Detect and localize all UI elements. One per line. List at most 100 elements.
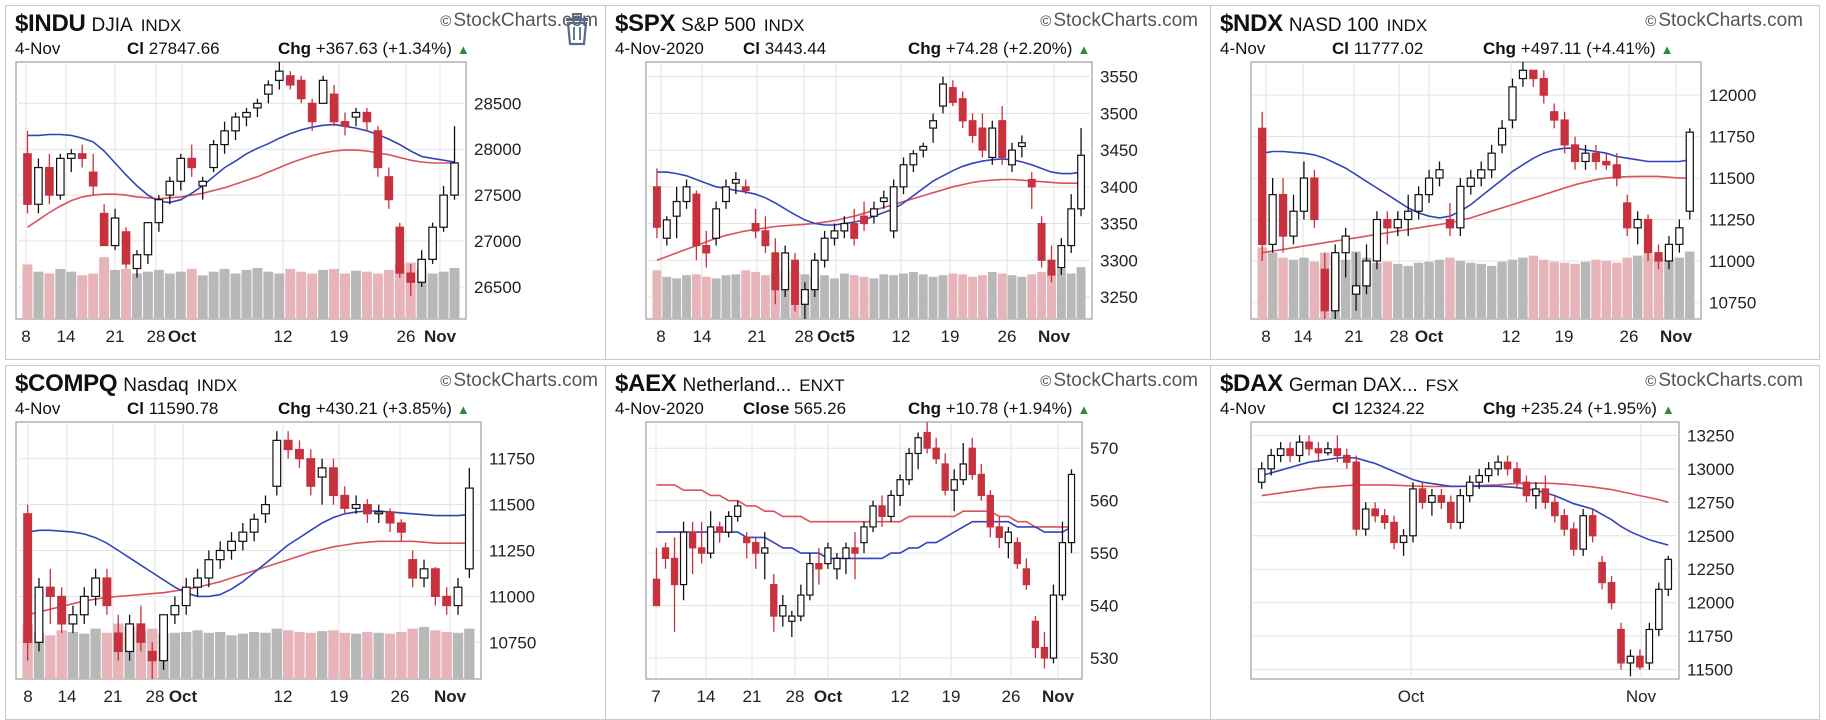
candle: [734, 500, 742, 522]
candle: [1560, 111, 1569, 154]
trash-icon[interactable]: [562, 12, 592, 46]
candle: [978, 113, 987, 158]
x-tick-label: 28: [147, 327, 166, 346]
candle: [1465, 475, 1474, 503]
volume-bar: [132, 273, 142, 319]
price-chart[interactable]: 12000 11750 11500 11250 11000 10750 8 14 21 28 Oct…: [1211, 6, 1820, 360]
chart-panel-spx[interactable]: $SPX S&P 500 INDX © StockCharts.com 4-Nov-202…: [605, 5, 1215, 360]
volume-bar: [203, 632, 215, 679]
ma-short-line: [1262, 147, 1690, 219]
candle: [788, 610, 796, 638]
x-tick-label: 21: [106, 327, 125, 346]
candle: [193, 568, 202, 597]
x-tick-label: 12: [1502, 327, 1521, 346]
volume-bar: [226, 635, 237, 679]
x-tick-label: 21: [743, 687, 762, 706]
candle: [820, 230, 829, 268]
volume-bar: [761, 275, 770, 319]
candle: [136, 605, 146, 652]
candle: [1435, 161, 1444, 187]
candle: [373, 126, 383, 177]
volume-bar: [1685, 251, 1695, 319]
close-value: Cl 27847.66: [127, 39, 220, 59]
copyright-icon: ©: [1040, 13, 1052, 30]
candle: [1380, 509, 1389, 530]
x-tick-label: Oct: [814, 687, 843, 706]
volume-bar: [731, 274, 741, 319]
chart-panel-indu[interactable]: $INDU DJIA INDX © StockCharts.com 4-Nov Cl 278…: [5, 5, 615, 360]
candle: [1037, 216, 1046, 268]
candle: [1664, 236, 1674, 270]
chart-panel-aex[interactable]: $AEX Netherland... ENXT © StockCharts.com 4-N…: [605, 365, 1215, 720]
candle: [1351, 252, 1361, 311]
candle: [1067, 194, 1076, 253]
volume-bar: [711, 278, 721, 319]
volume-bar: [45, 635, 56, 679]
candle: [1295, 435, 1304, 463]
price-chart[interactable]: 28500 28000 27500 27000 26500 8 14 21 28 Oct 12 19 2…: [6, 6, 615, 360]
volume-bar: [33, 271, 44, 319]
change-value: Chg +497.11 (+4.41%) ▲: [1483, 39, 1674, 59]
volume-bar: [339, 632, 350, 679]
volume-bar: [1622, 257, 1632, 319]
price-chart[interactable]: 11750 11500 11250 11000 10750 8 14 21 28 Oct 12 19 2…: [6, 366, 615, 720]
candle: [1414, 186, 1423, 220]
volume-bar: [350, 633, 362, 679]
volume-bar: [1382, 261, 1393, 319]
candle: [91, 568, 101, 606]
x-tick-label: Nov: [424, 327, 457, 346]
candle: [1445, 202, 1455, 237]
volume-bar: [274, 273, 285, 319]
y-tick-label: 540: [1090, 597, 1118, 616]
y-tick-label: 570: [1090, 439, 1118, 458]
volume-bar: [241, 269, 252, 319]
candle: [929, 113, 938, 143]
candle: [1466, 169, 1475, 195]
volume-bar: [153, 269, 164, 319]
source-label: StockCharts.com: [453, 10, 598, 31]
x-tick-label: 26: [391, 687, 410, 706]
candle: [215, 541, 225, 569]
candle: [1257, 462, 1266, 489]
candle: [919, 142, 928, 158]
candle: [824, 542, 832, 569]
candle: [899, 157, 908, 195]
ma-short-line: [1261, 456, 1669, 546]
candle: [1049, 584, 1058, 664]
price-chart[interactable]: 570 560 550 540 530 7 14 21 28 Oct 12 19 26 Nov: [606, 366, 1215, 720]
candle: [860, 201, 869, 231]
candle: [1299, 161, 1309, 220]
candle: [697, 521, 706, 564]
symbol-label: $NDX: [1220, 10, 1283, 37]
volume-bar: [1288, 259, 1299, 319]
y-tick-label: 10750: [489, 633, 536, 652]
candle: [1643, 214, 1653, 261]
volume-bar: [997, 273, 1007, 319]
y-tick-label: 560: [1090, 492, 1118, 511]
volume-bar: [77, 275, 88, 319]
volume-bar: [1518, 257, 1528, 319]
price-chart[interactable]: 13250 13000 12750 12500 12250 12000 11750 11500…: [1211, 366, 1820, 720]
candle: [1522, 475, 1531, 503]
volume-bar: [66, 271, 77, 319]
volume-bar: [252, 268, 263, 319]
chart-header: $SPX S&P 500 INDX: [615, 10, 1206, 37]
volume-bar: [181, 631, 192, 679]
candle: [110, 208, 120, 251]
candle: [317, 458, 327, 505]
x-tick-label: Nov: [1660, 327, 1693, 346]
candle: [1447, 495, 1455, 530]
volume-bar: [948, 273, 958, 319]
x-tick-label: 26: [1002, 687, 1021, 706]
candle: [797, 584, 805, 622]
chart-panel-ndx[interactable]: $NDX NASD 100 INDX © StockCharts.com 4-Nov Cl …: [1210, 5, 1820, 360]
index-name: NASD 100: [1288, 15, 1379, 36]
price-chart[interactable]: 3550 3500 3450 3400 3350 3300 3250 8 14 21 28 Oct5 1…: [606, 6, 1215, 360]
chart-panel-compq[interactable]: $COMPQ Nasdaq INDX © StockCharts.com 4-Nov Cl …: [5, 365, 615, 720]
y-tick-label: 3550: [1100, 68, 1138, 87]
candle: [988, 120, 997, 165]
y-tick-label: 11750: [1687, 627, 1733, 646]
chart-panel-dax[interactable]: $DAX German DAX... FSX © StockCharts.com 4-No…: [1210, 365, 1820, 720]
candle: [670, 537, 679, 632]
candle: [132, 250, 142, 278]
